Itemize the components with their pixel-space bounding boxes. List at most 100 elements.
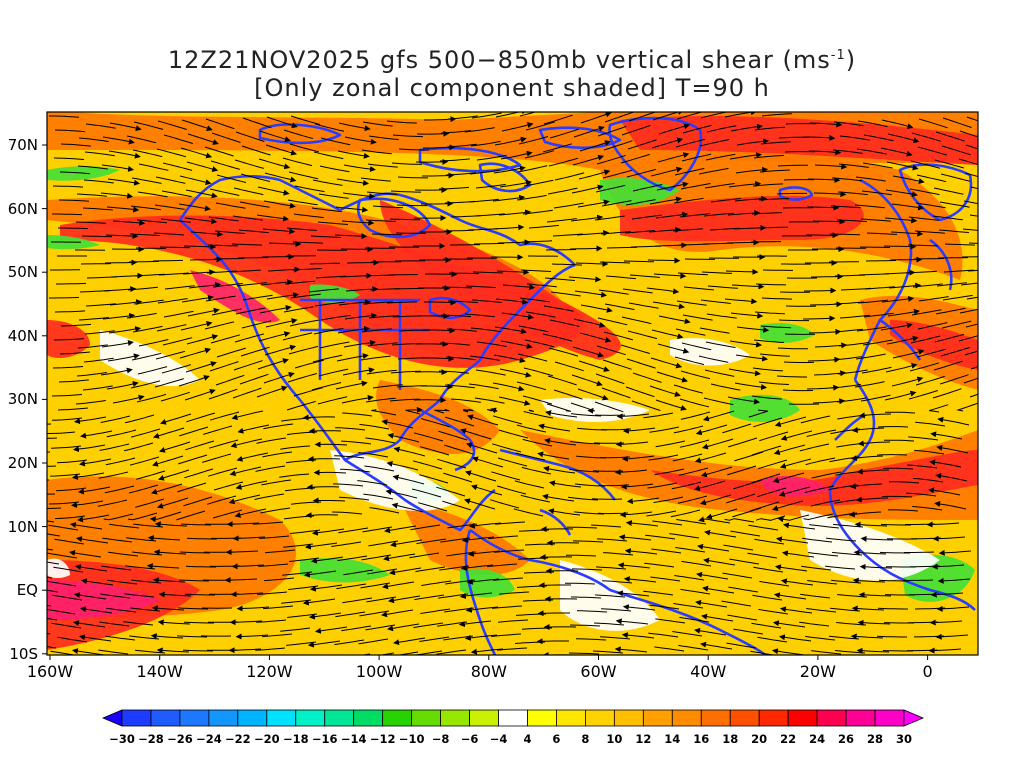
streamline <box>414 594 445 601</box>
streamline <box>422 355 455 362</box>
streamline <box>57 636 88 643</box>
streamline <box>858 412 892 419</box>
streamline <box>314 123 345 132</box>
streamline <box>209 411 240 421</box>
streamline <box>646 510 677 517</box>
shading-red <box>47 320 90 358</box>
streamline <box>596 566 627 570</box>
streamline <box>187 133 219 145</box>
streamline <box>600 231 631 235</box>
streamline <box>643 412 674 419</box>
streamline <box>413 432 444 442</box>
streamline <box>694 452 727 464</box>
streamline <box>309 584 343 592</box>
streamline <box>917 322 948 330</box>
streamline <box>626 168 657 178</box>
streamline <box>913 478 944 483</box>
streamline <box>230 269 261 273</box>
streamline <box>566 526 598 529</box>
streamline <box>186 412 216 423</box>
streamline <box>492 382 525 392</box>
streamline <box>445 356 476 361</box>
streamline <box>964 172 978 178</box>
streamline <box>854 521 888 528</box>
streamline <box>137 366 168 375</box>
streamline <box>597 538 628 542</box>
streamline <box>60 323 92 327</box>
streamline <box>390 370 421 374</box>
streamline <box>105 233 139 240</box>
streamline <box>569 468 600 473</box>
streamline <box>758 198 790 201</box>
streamline <box>416 538 447 545</box>
streamline <box>702 410 735 422</box>
streamline <box>287 373 317 383</box>
streamline <box>644 562 675 568</box>
streamline <box>576 610 608 613</box>
streamline <box>163 310 194 318</box>
streamline <box>597 317 628 326</box>
streamline <box>186 334 219 345</box>
streamline <box>826 537 857 542</box>
streamline <box>728 368 761 377</box>
streamline <box>225 549 259 556</box>
streamline <box>650 576 681 582</box>
streamline <box>109 523 140 529</box>
streamline <box>286 400 316 411</box>
streamline <box>648 454 679 461</box>
streamline <box>158 591 192 598</box>
streamline <box>72 620 106 628</box>
streamline <box>475 369 506 376</box>
streamline <box>525 311 556 318</box>
streamline <box>774 564 808 572</box>
streamline <box>524 150 555 159</box>
streamline <box>112 394 145 404</box>
streamline <box>178 375 210 387</box>
streamline <box>361 328 392 333</box>
streamline <box>853 549 887 556</box>
streamline <box>774 416 807 427</box>
streamline <box>472 456 504 468</box>
streamline <box>862 162 893 169</box>
streamline <box>405 406 423 415</box>
streamline <box>104 485 135 494</box>
streamline <box>310 235 342 238</box>
colorbar-label: 16 <box>693 732 710 746</box>
streamline <box>700 641 733 650</box>
colorbar-label: 4 <box>523 732 532 746</box>
lat-label: 50N <box>7 263 38 282</box>
colorbar-swatch <box>613 709 644 727</box>
shading-green <box>760 323 815 343</box>
streamline <box>314 301 345 307</box>
streamline <box>260 279 294 286</box>
streamline <box>892 175 925 185</box>
streamline <box>185 565 216 568</box>
streamline <box>863 134 894 142</box>
streamline <box>813 191 847 198</box>
streamline <box>649 426 680 433</box>
streamline <box>943 269 974 273</box>
streamline <box>909 362 940 372</box>
streamline <box>47 520 55 523</box>
colorbar-label: −18 <box>282 732 309 746</box>
streamline <box>231 410 264 420</box>
streamline <box>705 508 738 520</box>
streamline <box>965 144 978 150</box>
streamline <box>48 524 79 531</box>
streamline <box>204 146 234 157</box>
streamline <box>257 186 290 196</box>
streamline <box>857 619 891 626</box>
streamline <box>185 189 218 199</box>
streamline <box>906 492 937 497</box>
colorbar-swatch <box>440 709 470 727</box>
colorbar-swatch <box>121 709 152 727</box>
streamline <box>779 458 812 469</box>
streamline <box>655 618 686 624</box>
streamline <box>51 622 82 629</box>
streamline <box>124 593 155 598</box>
streamline <box>856 326 887 332</box>
streamline <box>674 168 705 176</box>
colorbar-label: 22 <box>780 732 797 746</box>
streamline <box>734 451 764 462</box>
streamline <box>496 485 527 495</box>
